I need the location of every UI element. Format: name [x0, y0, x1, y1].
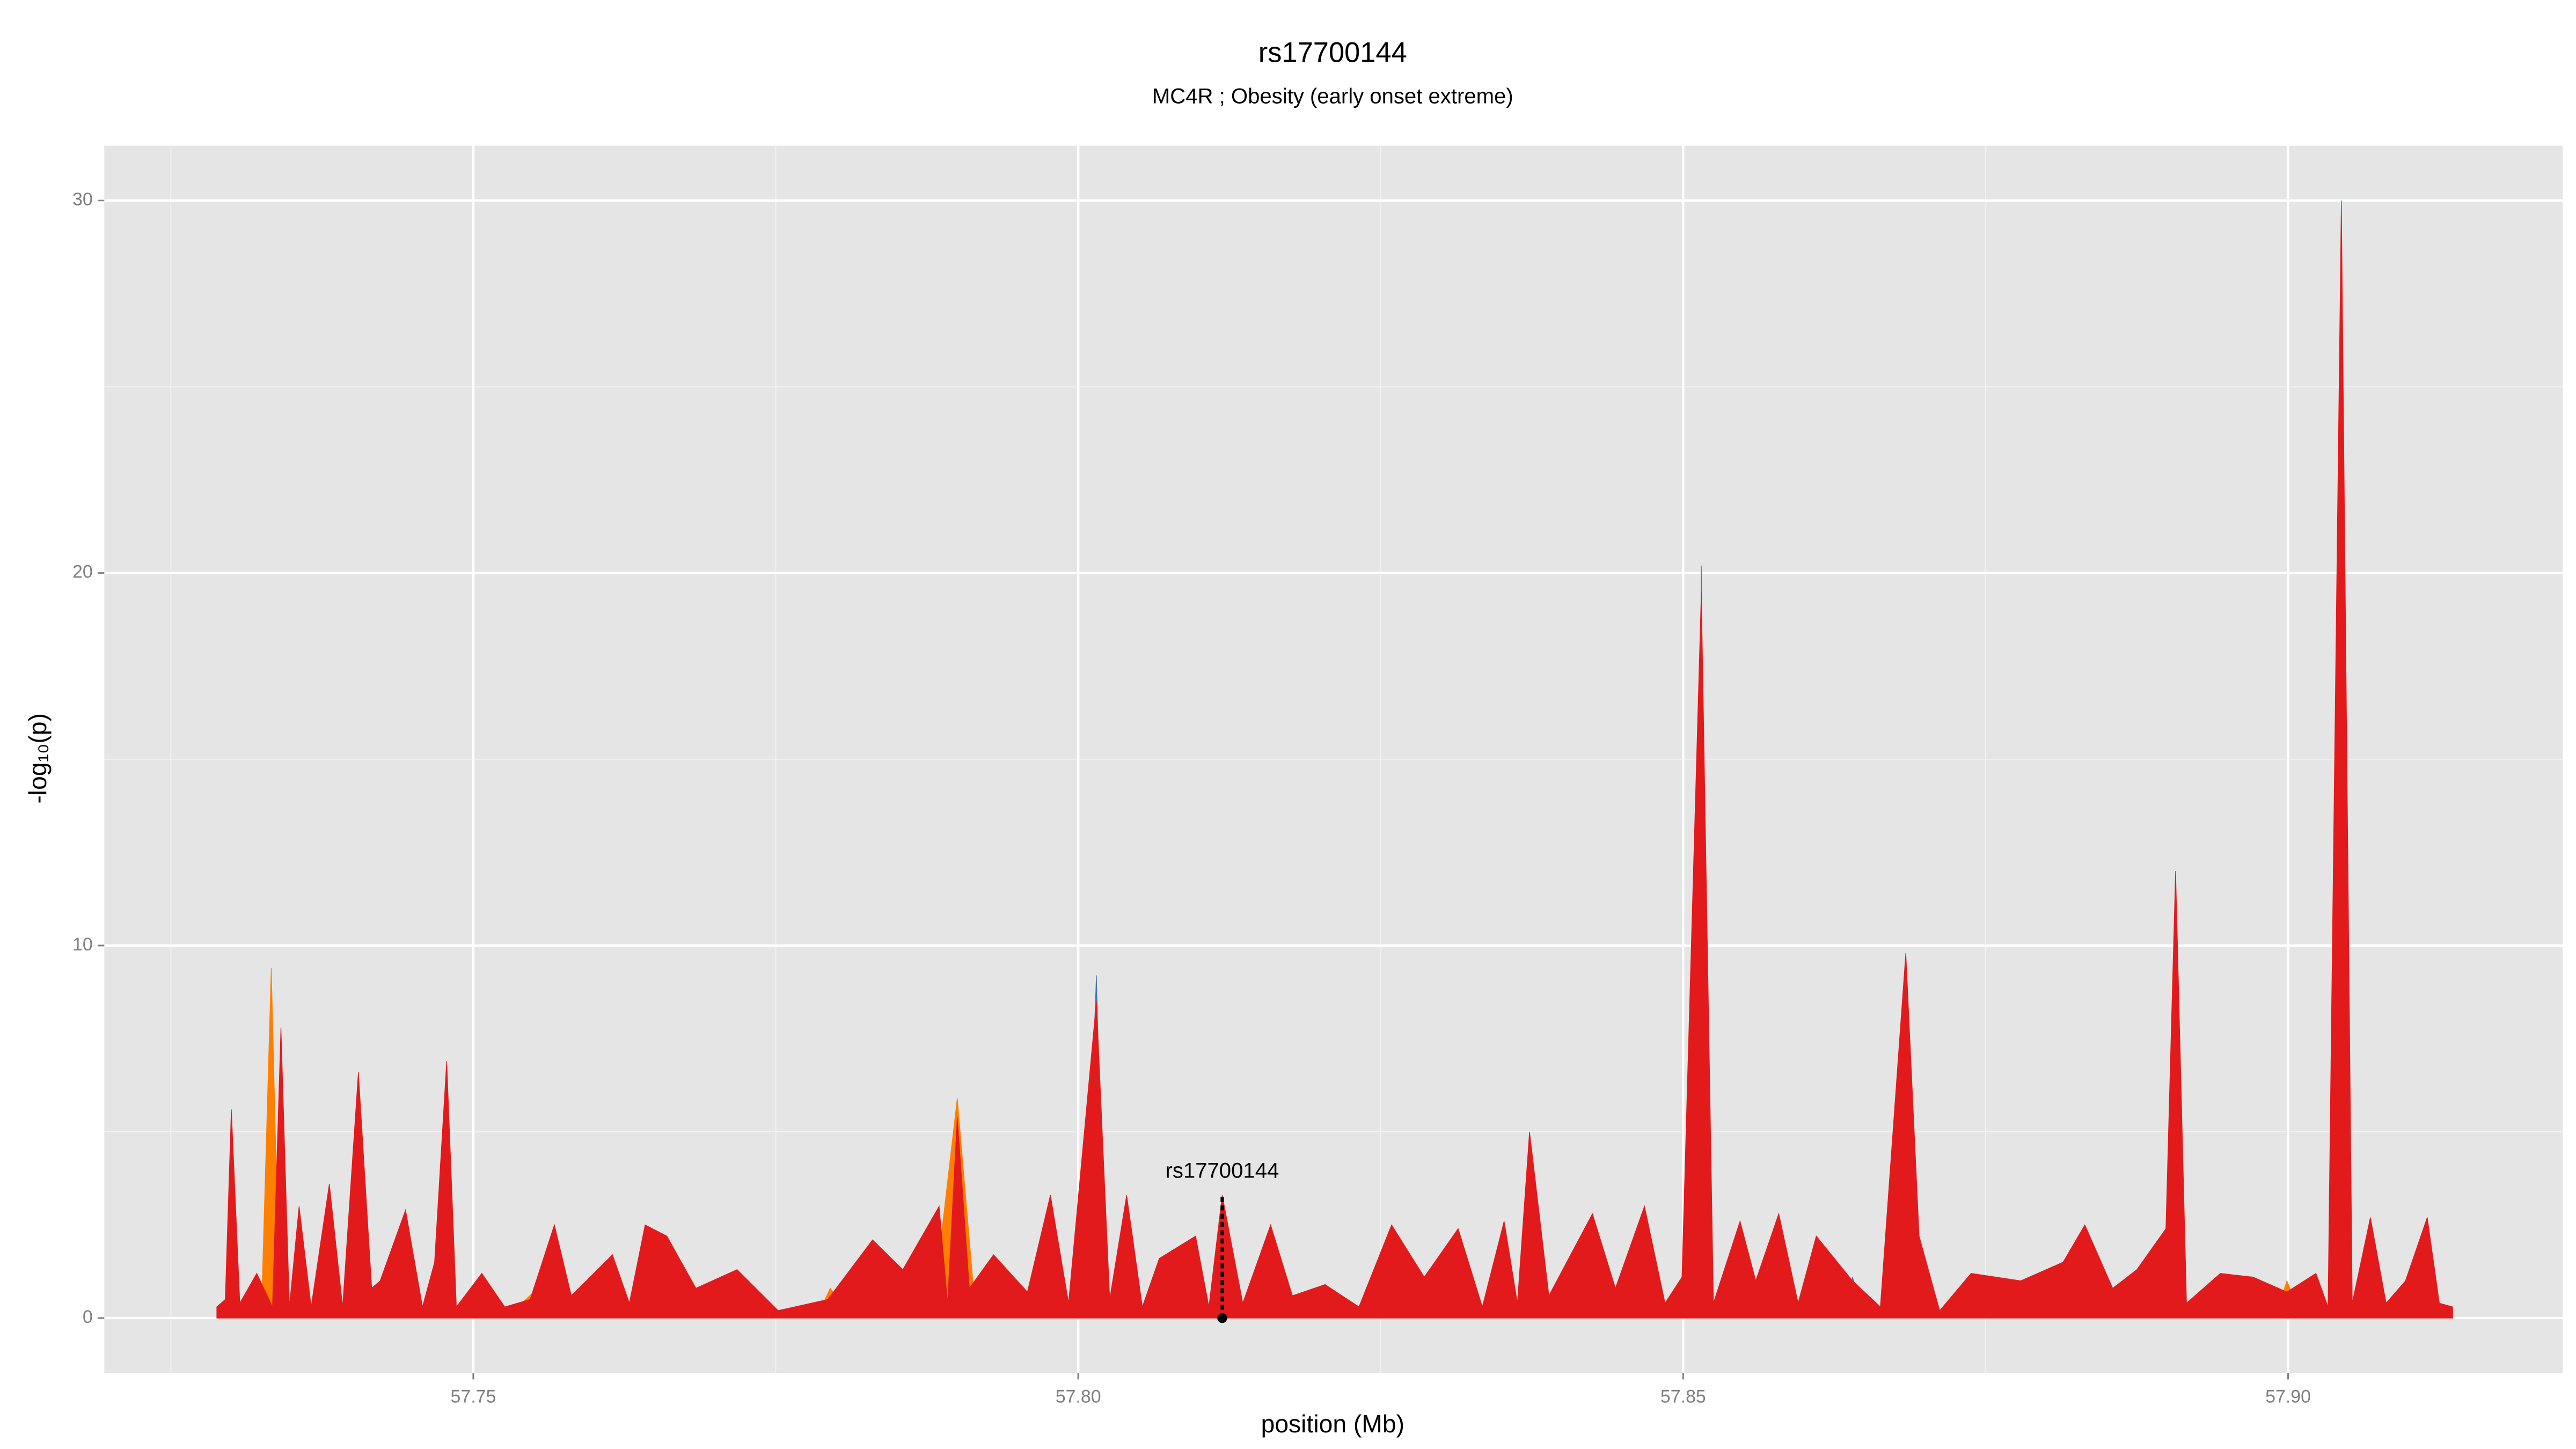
x-axis-title: position (Mb): [1261, 1410, 1404, 1438]
y-tick-label: 20: [72, 562, 93, 582]
chart-title: rs17700144: [1258, 38, 1407, 69]
annotation-point: [1217, 1313, 1227, 1323]
y-axis-title: -log₁₀(p): [24, 713, 52, 804]
area-series: [216, 200, 2453, 1319]
annotation-label: rs17700144: [1166, 1159, 1279, 1182]
x-tick-label: 57.90: [2265, 1386, 2311, 1407]
chart-subtitle: MC4R ; Obesity (early onset extreme): [1152, 85, 1513, 108]
y-tick-label: 30: [72, 189, 93, 210]
x-tick-label: 57.80: [1056, 1386, 1101, 1407]
x-tick-label: 57.75: [451, 1386, 496, 1407]
y-tick-label: 0: [83, 1307, 93, 1327]
y-tick-label: 10: [72, 934, 93, 955]
x-tick-label: 57.85: [1660, 1386, 1706, 1407]
